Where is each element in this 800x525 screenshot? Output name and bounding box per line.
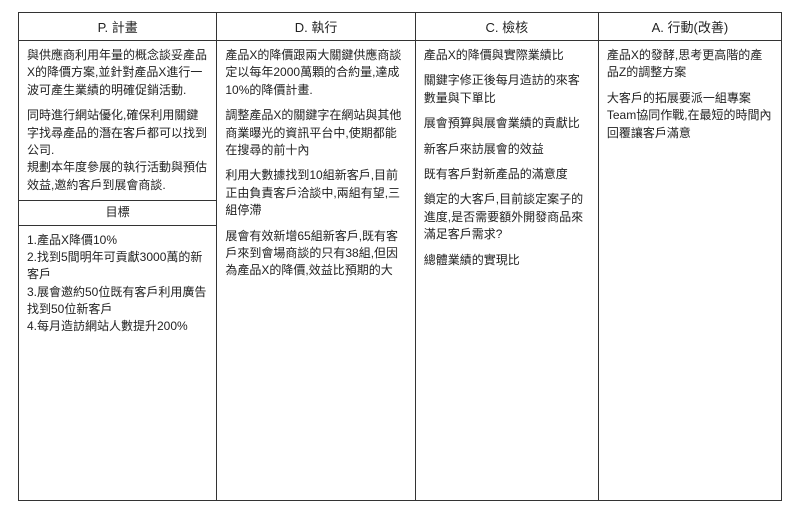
check-text-2: 關鍵字修正後每月造訪的來客數量與下單比 bbox=[424, 72, 590, 107]
act-text-1: 產品X的發酵,思考更高階的產品Z的調整方案 bbox=[607, 47, 773, 82]
goal-1: 1.產品X降價10% bbox=[27, 232, 208, 249]
goal-header: 目標 bbox=[19, 200, 216, 225]
body-row: 與供應商利用年量的概念談妥產品X的降價方案,並針對產品X進行一波可產生業績的明確… bbox=[19, 41, 782, 501]
check-text-6: 鎖定的大客戶,目前談定案子的進度,是否需要額外開發商品來滿足客戶需求? bbox=[424, 191, 590, 243]
check-text-1: 產品X的降價與實際業績比 bbox=[424, 47, 590, 64]
plan-text-2: 同時進行網站優化,確保利用關鍵字找尋產品的潛在客戶都可以找到公司. bbox=[27, 107, 208, 159]
plan-text-3: 規劃本年度參展的執行活動與預估效益,邀約客戶到展會商談. bbox=[27, 159, 208, 194]
goal-3: 3.展會邀約50位既有客戶利用廣告找到50位新客戶 bbox=[27, 284, 208, 319]
check-text-5: 既有客戶對新產品的滿意度 bbox=[424, 166, 590, 183]
header-do: D. 執行 bbox=[217, 13, 415, 41]
do-text-3: 利用大數據找到10組新客戶,目前正由負責客戶洽談中,兩組有望,三組停滯 bbox=[225, 167, 406, 219]
cell-act: 產品X的發酵,思考更高階的產品Z的調整方案 大客戶的拓展要派一組專案Team協同… bbox=[598, 41, 781, 501]
act-text-2: 大客戶的拓展要派一組專案Team協同作戰,在最短的時間內回覆讓客戶滿意 bbox=[607, 90, 773, 142]
pdca-table: P. 計畫 D. 執行 C. 檢核 A. 行動(改善) 與供應商利用年量的概念談… bbox=[18, 12, 782, 501]
check-text-4: 新客戶來訪展會的效益 bbox=[424, 141, 590, 158]
plan-text-1: 與供應商利用年量的概念談妥產品X的降價方案,並針對產品X進行一波可產生業績的明確… bbox=[27, 47, 208, 99]
goal-4: 4.每月造訪網站人數提升200% bbox=[27, 318, 208, 335]
goal-2: 2.找到5間明年可貢獻3000萬的新客戶 bbox=[27, 249, 208, 284]
check-text-3: 展會預算與展會業績的貢獻比 bbox=[424, 115, 590, 132]
check-text-7: 總體業績的實現比 bbox=[424, 252, 590, 269]
header-row: P. 計畫 D. 執行 C. 檢核 A. 行動(改善) bbox=[19, 13, 782, 41]
header-act: A. 行動(改善) bbox=[598, 13, 781, 41]
cell-check: 產品X的降價與實際業績比 關鍵字修正後每月造訪的來客數量與下單比 展會預算與展會… bbox=[415, 41, 598, 501]
do-text-2: 調整產品X的關鍵字在網站與其他商業曝光的資訊平台中,使期都能在搜尋的前十內 bbox=[225, 107, 406, 159]
header-plan: P. 計畫 bbox=[19, 13, 217, 41]
cell-do: 產品X的降價跟兩大關鍵供應商談定以每年2000萬顆的合約量,達成10%的降價計畫… bbox=[217, 41, 415, 501]
cell-plan: 與供應商利用年量的概念談妥產品X的降價方案,並針對產品X進行一波可產生業績的明確… bbox=[19, 41, 217, 501]
do-text-1: 產品X的降價跟兩大關鍵供應商談定以每年2000萬顆的合約量,達成10%的降價計畫… bbox=[225, 47, 406, 99]
header-check: C. 檢核 bbox=[415, 13, 598, 41]
do-text-4: 展會有效新增65組新客戶,既有客戶來到會場商談的只有38組,但因為產品X的降價,… bbox=[225, 228, 406, 280]
